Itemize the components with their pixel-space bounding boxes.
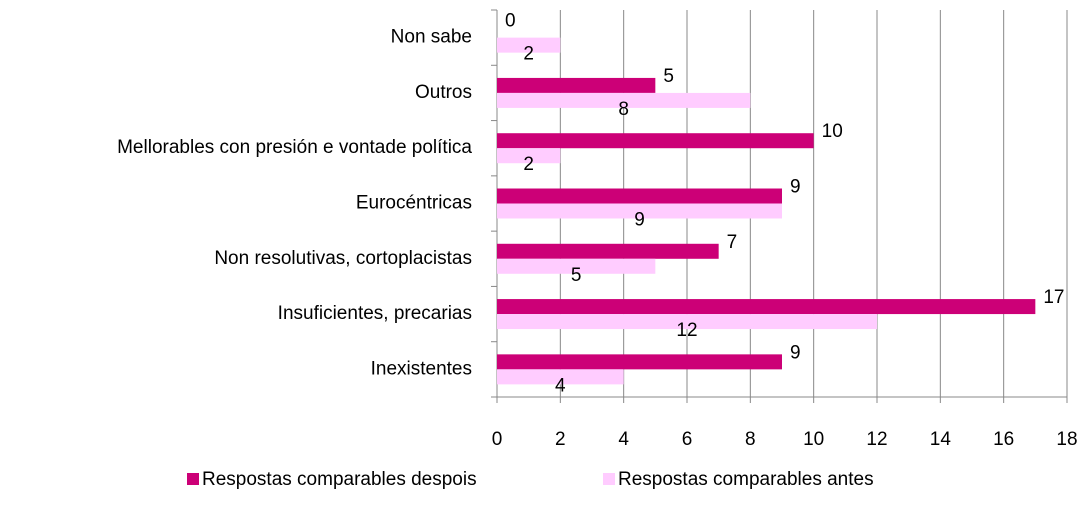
bar <box>497 299 1036 315</box>
y-tick-label: Non sabe <box>391 27 472 48</box>
bar <box>497 133 814 149</box>
data-label: 10 <box>822 121 843 142</box>
bar <box>497 243 719 259</box>
legend-label: Respostas comparables despois <box>202 469 477 490</box>
bar <box>497 203 782 219</box>
bar <box>497 354 782 370</box>
x-tick-label: 14 <box>930 429 952 450</box>
bar <box>497 77 656 93</box>
y-tick-label: Mellorables con presión e vontade políti… <box>117 137 472 158</box>
bar <box>497 258 656 274</box>
data-label: 9 <box>634 210 645 231</box>
data-label: 5 <box>663 66 674 87</box>
data-label: 7 <box>727 232 738 253</box>
x-tick-label: 4 <box>618 429 629 450</box>
x-tick-label: 10 <box>803 429 824 450</box>
data-label: 5 <box>571 265 582 286</box>
y-tick-label: Eurocéntricas <box>356 193 472 214</box>
x-tick-label: 12 <box>866 429 887 450</box>
x-tick-label: 2 <box>555 429 566 450</box>
bar <box>497 369 624 385</box>
bar <box>497 148 561 164</box>
legend-swatch <box>603 473 615 485</box>
x-tick-label: 8 <box>745 429 756 450</box>
data-label: 9 <box>790 177 801 198</box>
y-tick-label: Outros <box>415 82 472 103</box>
x-tick-label: 18 <box>1056 429 1077 450</box>
data-label: 12 <box>676 320 697 341</box>
legend-label: Respostas comparables antes <box>618 469 874 490</box>
bar <box>497 37 561 53</box>
data-label: 0 <box>505 11 516 32</box>
data-label: 9 <box>790 342 801 363</box>
y-tick-label: Non resolutivas, cortoplacistas <box>214 248 472 269</box>
bar <box>497 92 751 108</box>
data-label: 2 <box>523 44 534 65</box>
data-label: 4 <box>555 375 566 396</box>
x-tick-label: 0 <box>492 429 503 450</box>
y-tick-label: Inexistentes <box>371 358 472 379</box>
y-tick-label: Insuficientes, precarias <box>278 303 472 324</box>
x-tick-label: 6 <box>682 429 693 450</box>
legend-swatch <box>187 473 199 485</box>
data-label: 8 <box>618 99 629 120</box>
x-tick-label: 16 <box>993 429 1014 450</box>
bar <box>497 314 877 330</box>
data-label: 17 <box>1043 287 1064 308</box>
bar <box>497 188 782 204</box>
data-label: 2 <box>523 154 534 175</box>
